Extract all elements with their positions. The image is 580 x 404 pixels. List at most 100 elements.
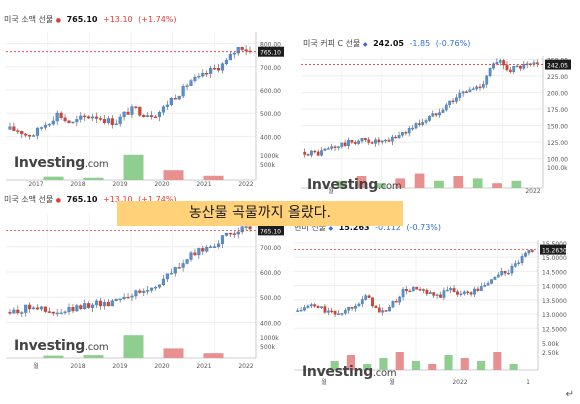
candle — [169, 272, 173, 275]
candle — [483, 285, 487, 287]
candle — [32, 307, 36, 310]
candlestick-chart: 700.00 600.00 500.00 400.00 765.10 1000k 500k 월… — [4, 210, 284, 376]
candle — [310, 150, 313, 156]
candle — [397, 134, 401, 139]
candle — [354, 305, 357, 309]
y-tick-label: 13.0000 — [542, 312, 567, 319]
caption-banner: 농산물 곡물까지 올랐다. — [117, 201, 403, 226]
candle — [161, 278, 166, 285]
candle — [220, 235, 225, 244]
volume-bar — [511, 180, 522, 188]
y-tick-label: 500.00 — [260, 295, 281, 302]
candle — [461, 91, 465, 94]
volume-tick-label: 500k — [260, 344, 275, 351]
candle — [490, 279, 493, 284]
candle — [469, 292, 473, 295]
last-price: 765.10 — [66, 15, 98, 24]
volume-bar — [203, 175, 224, 180]
candle — [83, 115, 87, 118]
candle — [197, 248, 201, 256]
candle — [122, 111, 126, 118]
price-tag-bg — [258, 46, 284, 57]
candle — [333, 310, 337, 315]
candle — [83, 303, 87, 309]
candle — [458, 92, 462, 98]
chart-header: 현미 선물 ◆ 15.263 -0.112 (-0.73%) — [294, 222, 441, 233]
candle — [79, 115, 83, 120]
candle — [374, 305, 378, 309]
candle — [193, 252, 197, 256]
x-tick-label: 2022 — [238, 181, 253, 188]
candle — [236, 47, 240, 54]
candle — [455, 97, 458, 102]
candle — [326, 310, 330, 313]
candle — [24, 133, 28, 136]
candle — [197, 75, 201, 78]
y-tick-label: 15.5000 — [542, 241, 567, 248]
candle — [508, 69, 512, 72]
candle — [320, 306, 323, 308]
candle — [43, 306, 47, 312]
candle — [485, 75, 489, 85]
instrument-name: 미국 커피 C 선물 — [303, 39, 361, 48]
candle — [67, 120, 71, 123]
candle — [28, 135, 32, 137]
candle — [428, 292, 432, 295]
candle — [476, 288, 480, 291]
candle — [51, 311, 55, 314]
candle — [157, 111, 162, 118]
candle — [337, 313, 340, 315]
price-tag-label: 765.10 — [260, 228, 281, 235]
candle — [126, 111, 130, 115]
candle — [47, 123, 51, 126]
candle — [512, 66, 516, 72]
price-tag-label: 15.2630 — [542, 248, 567, 255]
candle — [224, 232, 228, 236]
candle — [441, 109, 445, 113]
direction-dot-icon: ◆ — [362, 41, 368, 48]
candle — [340, 142, 344, 147]
candle — [134, 290, 138, 297]
candle — [502, 60, 505, 66]
x-tick-label: 2020 — [154, 181, 169, 188]
candle — [515, 65, 519, 68]
volume-bar — [411, 361, 421, 370]
volume-bar — [346, 355, 355, 370]
candle — [343, 142, 347, 147]
candle — [98, 300, 103, 307]
x-tick-label: 2020 — [154, 363, 169, 370]
candle — [306, 154, 310, 156]
candle — [28, 304, 32, 310]
price-change: -1.85 — [409, 39, 431, 48]
candle — [466, 291, 470, 294]
candlestick-chart: 15.5000 15.0000 14.5000 14.0000 13.5000 13.00… — [290, 236, 575, 392]
candle — [475, 86, 479, 90]
candle — [498, 60, 502, 63]
candle — [146, 115, 150, 117]
candle — [59, 112, 63, 119]
candle — [390, 136, 394, 142]
candle — [370, 142, 374, 144]
candle — [505, 64, 509, 71]
candle — [39, 127, 44, 129]
candle — [340, 313, 344, 315]
candle — [94, 300, 99, 306]
price-tag-bg — [258, 225, 284, 236]
candle — [407, 128, 411, 134]
candle — [55, 112, 59, 122]
price-change: +13.10 — [103, 195, 133, 204]
candle — [323, 306, 327, 313]
volume-tick-label: 100.0k — [547, 165, 568, 172]
candle — [138, 107, 142, 116]
volume-bar — [414, 173, 425, 188]
candle — [320, 150, 323, 156]
candle — [394, 136, 398, 139]
candle — [244, 49, 248, 52]
direction-dot-icon: ◆ — [328, 225, 334, 232]
y-tick-label: 600.00 — [260, 88, 281, 95]
candle — [118, 116, 122, 125]
candle — [371, 297, 374, 307]
y-tick-label: 400.00 — [260, 134, 281, 141]
candle — [347, 306, 351, 311]
candle — [401, 289, 405, 298]
